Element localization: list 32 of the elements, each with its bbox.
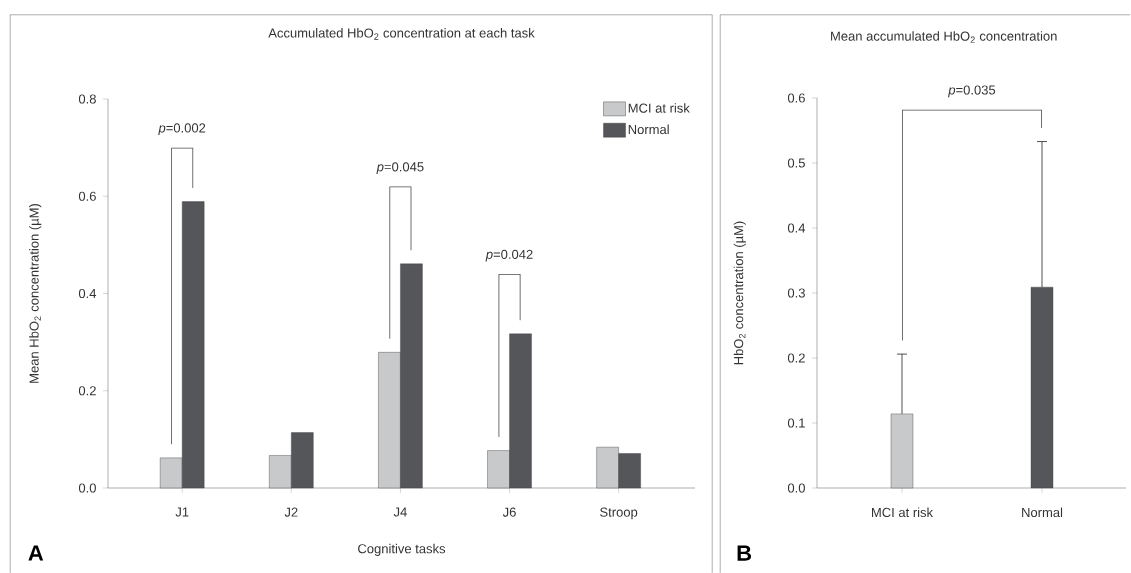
legend-label: MCI at risk bbox=[628, 103, 690, 113]
legend-label: Normal bbox=[628, 124, 669, 135]
y-tick-label: 0.4 bbox=[787, 223, 806, 233]
y-axis-title: Mean HbO$_{2}$ concentration (µM) bbox=[29, 204, 42, 383]
x-tick-label: J1 bbox=[175, 507, 189, 517]
x-tick-label: J2 bbox=[284, 507, 298, 517]
y-tick-label: 0.1 bbox=[787, 418, 805, 428]
x-tick-label: Normal bbox=[1022, 507, 1063, 518]
text: B bbox=[737, 545, 752, 561]
annotation: p=0.042 bbox=[485, 249, 533, 262]
annotation: p=0.002 bbox=[158, 123, 206, 136]
y-tick-label: 0.6 bbox=[78, 191, 96, 201]
chart-title: Mean accumulated HbO$_{2}$ concentration bbox=[831, 31, 1057, 43]
y-tick-label: 0.8 bbox=[78, 94, 96, 104]
x-tick-label: MCI at risk bbox=[872, 507, 934, 518]
text: p=0.035 bbox=[947, 85, 996, 98]
x-axis-title: Cognitive tasks bbox=[358, 543, 446, 556]
y-tick-label: 0.0 bbox=[78, 483, 96, 493]
y-tick-label: 0.0 bbox=[787, 483, 805, 493]
chart-title: Accumulated HbO$_{2}$ concentration at each task bbox=[268, 28, 535, 40]
y-tick-label: 0.3 bbox=[787, 288, 805, 298]
y-tick-label: 0.2 bbox=[787, 353, 805, 363]
x-tick-label: J6 bbox=[502, 507, 516, 517]
annotation: p=0.045 bbox=[376, 162, 424, 174]
text: A bbox=[28, 545, 44, 561]
y-tick-label: 0.4 bbox=[78, 288, 97, 299]
x-tick-label: J4 bbox=[393, 507, 407, 517]
x-tick-label: Stroop bbox=[600, 507, 638, 520]
y-axis-title: HbO$_{2}$ concentration (µM) bbox=[733, 221, 746, 365]
y-tick-label: 0.5 bbox=[787, 158, 805, 168]
y-tick-label: 0.6 bbox=[787, 93, 805, 103]
y-tick-label: 0.2 bbox=[78, 386, 96, 396]
